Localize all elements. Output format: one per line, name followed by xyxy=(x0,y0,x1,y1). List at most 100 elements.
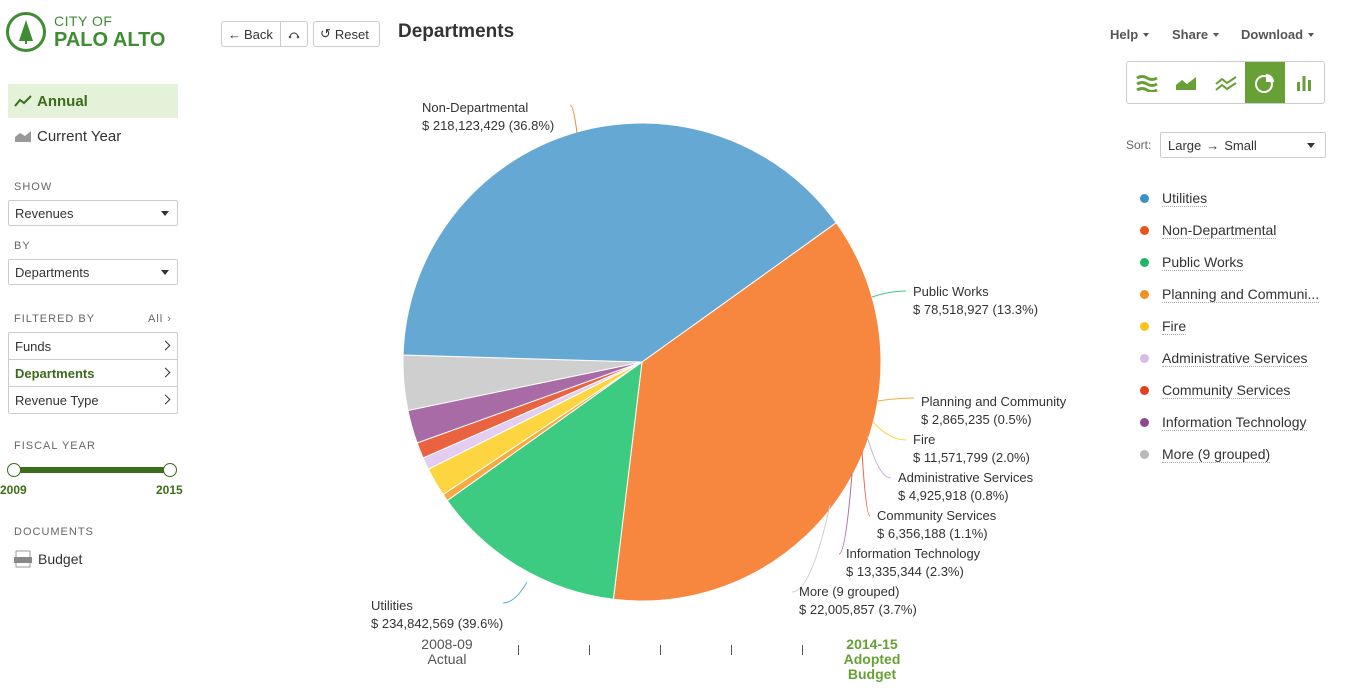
legend-dot xyxy=(1140,289,1149,299)
pie-leader-line xyxy=(502,581,528,604)
share-menu-label: Share xyxy=(1172,27,1209,42)
sort-label: Sort: xyxy=(1126,138,1152,152)
filter-all-link[interactable]: All › xyxy=(148,313,172,325)
area-chart-button[interactable] xyxy=(1166,62,1205,103)
legend-item[interactable]: More (9 grouped) xyxy=(1140,438,1319,470)
multi-line-icon xyxy=(1214,75,1237,91)
pie-label-value: $ 2,865,235 (0.5%) xyxy=(921,412,1032,427)
timeline-tick[interactable] xyxy=(802,645,803,655)
download-menu-label: Download xyxy=(1241,27,1304,42)
pdf-icon xyxy=(14,550,32,568)
nav-current-year[interactable]: Current Year xyxy=(8,119,178,153)
timeline-tick[interactable] xyxy=(589,645,590,655)
fiscal-year-label: FISCAL YEAR xyxy=(14,440,96,452)
fiscal-year-start: 2009 xyxy=(0,483,27,497)
timeline-tick[interactable] xyxy=(731,645,732,655)
by-label: BY xyxy=(14,240,31,252)
reset-button-label: Reset xyxy=(334,26,369,42)
fiscal-year-end-handle[interactable] xyxy=(163,463,177,477)
nav-annual[interactable]: Annual xyxy=(8,84,178,118)
timeline-end-year: 2014-15 xyxy=(846,636,898,652)
pie-label-name: More (9 grouped) xyxy=(799,584,899,599)
pie-label-value: $ 6,356,188 (1.1%) xyxy=(877,526,988,541)
pie-leader-line xyxy=(861,451,871,517)
document-budget-link[interactable]: Budget xyxy=(14,550,82,568)
pie-leader-line xyxy=(866,435,892,479)
legend-item[interactable]: Public Works xyxy=(1140,246,1319,278)
pie-leader-line xyxy=(838,473,853,555)
legend-item[interactable]: Administrative Services xyxy=(1140,342,1319,374)
legend-item[interactable]: Utilities xyxy=(1140,182,1319,214)
reset-button[interactable]: ↺ Reset xyxy=(313,21,380,47)
timeline-end-type2: Budget xyxy=(847,666,897,682)
legend-dot xyxy=(1140,321,1149,331)
bar-chart-button[interactable] xyxy=(1285,62,1324,103)
legend-item[interactable]: Fire xyxy=(1140,310,1319,342)
stacked-area-chart-button[interactable] xyxy=(1127,62,1166,103)
pie-slice[interactable] xyxy=(402,122,837,363)
legend-label: Planning and Communi... xyxy=(1162,285,1320,303)
timeline-end-type: Adopted xyxy=(843,651,901,667)
fiscal-year-end: 2015 xyxy=(156,483,183,497)
by-select[interactable]: Departments xyxy=(8,259,178,285)
legend-dot xyxy=(1140,449,1149,459)
nav-current-year-label: Current Year xyxy=(37,127,122,145)
filter-departments[interactable]: Departments xyxy=(9,360,177,387)
show-label: SHOW xyxy=(14,181,53,193)
city-logo[interactable]: CITY OF PALO ALTO xyxy=(6,12,165,52)
pie-slice[interactable] xyxy=(612,222,882,602)
share-menu[interactable]: Share xyxy=(1172,27,1220,42)
pie-leader-line xyxy=(791,504,831,593)
arrow-right-icon: → xyxy=(1206,137,1220,153)
filter-funds[interactable]: Funds xyxy=(9,333,177,360)
sort-value-to: Small xyxy=(1224,137,1257,153)
show-select[interactable]: Revenues xyxy=(8,200,178,226)
download-menu[interactable]: Download xyxy=(1241,27,1315,42)
legend-dot xyxy=(1140,257,1149,267)
legend-item[interactable]: Non-Departmental xyxy=(1140,214,1319,246)
sort-select[interactable]: Large → Small xyxy=(1160,132,1326,158)
pie-label-value: $ 234,842,569 (39.6%) xyxy=(371,616,503,631)
sidebar: CITY OF PALO ALTO Annual Current Year SH… xyxy=(0,0,190,693)
filter-list: Funds Departments Revenue Type xyxy=(8,332,178,414)
pie-label-value: $ 218,123,429 (36.8%) xyxy=(422,118,554,133)
help-menu[interactable]: Help xyxy=(1110,27,1150,42)
pie-leader-line xyxy=(871,290,907,298)
tree-icon xyxy=(6,12,46,52)
legend-label: Community Services xyxy=(1162,381,1291,399)
legend-item[interactable]: Community Services xyxy=(1140,374,1319,406)
sort-value-from: Large xyxy=(1168,137,1202,153)
pie-label-name: Utilities xyxy=(371,598,413,613)
caret-down-icon xyxy=(161,211,169,216)
timeline-tick[interactable] xyxy=(518,645,519,655)
history-button[interactable] xyxy=(280,21,308,47)
timeline-start[interactable]: 2008-09 Actual xyxy=(407,637,487,667)
fiscal-year-start-handle[interactable] xyxy=(7,463,21,477)
page-title: Departments xyxy=(398,21,515,42)
legend-item[interactable]: Planning and Communi... xyxy=(1140,278,1320,310)
arrow-left-icon: ← xyxy=(228,26,241,42)
pie-slice[interactable] xyxy=(446,360,643,600)
legend-item[interactable]: Information Technology xyxy=(1140,406,1319,438)
show-select-value: Revenues xyxy=(15,205,74,221)
fiscal-year-slider-track[interactable] xyxy=(14,467,171,473)
caret-down-icon xyxy=(1213,32,1220,37)
filter-revenue-type-label: Revenue Type xyxy=(15,392,99,408)
timeline-end[interactable]: 2014-15 Adopted Budget xyxy=(832,637,912,682)
document-budget-label: Budget xyxy=(38,551,83,567)
pie-label-name: Public Works xyxy=(913,284,989,299)
timeline-start-year: 2008-09 xyxy=(421,636,473,652)
caret-down-icon xyxy=(1143,32,1150,37)
legend-label: Utilities xyxy=(1162,189,1208,207)
pie-label-value: $ 22,005,857 (3.7%) xyxy=(799,602,917,617)
legend-label: Administrative Services xyxy=(1162,349,1308,367)
back-button[interactable]: ← Back xyxy=(221,21,281,47)
timeline-tick[interactable] xyxy=(660,645,661,655)
filter-revenue-type[interactable]: Revenue Type xyxy=(9,387,177,413)
line-chart-button[interactable] xyxy=(1206,62,1245,103)
pie-chart-button[interactable] xyxy=(1245,62,1285,103)
pie-chart-icon xyxy=(1254,73,1274,93)
history-icon xyxy=(288,32,300,39)
filter-departments-label: Departments xyxy=(15,365,95,381)
